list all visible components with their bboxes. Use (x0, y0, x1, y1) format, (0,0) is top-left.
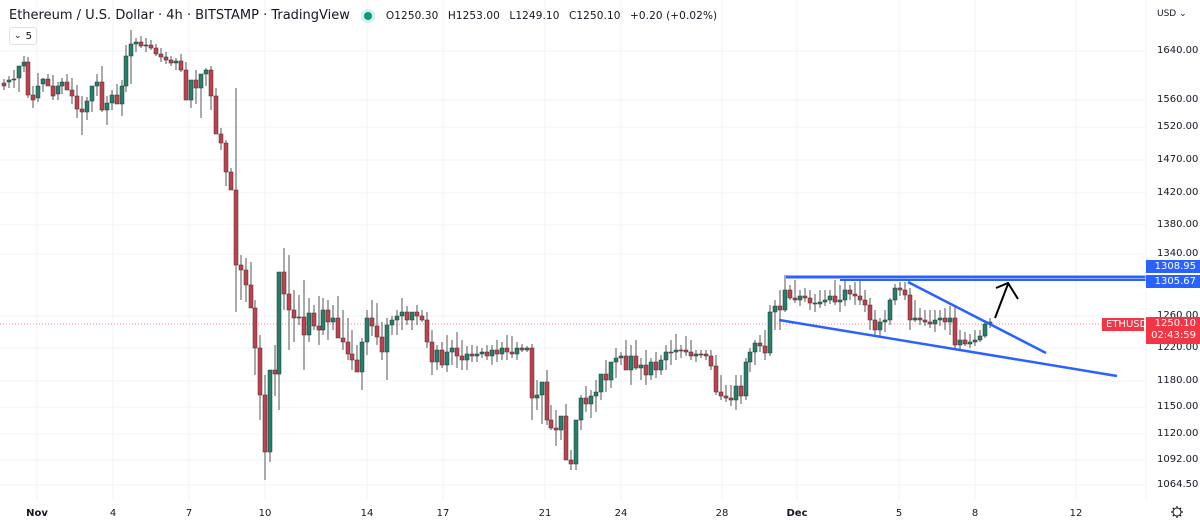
price-tick-label: 1420.00 (1157, 187, 1199, 198)
level-tag-1305: 1305.67 (1146, 275, 1200, 288)
price-tick-label: 1120.00 (1157, 428, 1199, 439)
price-tick-label: 1150.00 (1157, 401, 1199, 412)
gear-icon[interactable] (1170, 505, 1184, 519)
close-value: C1250.10 (568, 9, 621, 22)
time-tick-label: Dec (786, 508, 808, 519)
candles (1, 30, 993, 480)
price-tick-label: 1470.00 (1157, 154, 1199, 165)
time-tick-label: 7 (185, 508, 193, 519)
time-tick-label: 21 (538, 508, 552, 519)
price-tick-label: 1180.00 (1157, 375, 1199, 386)
wedge-upper-trendline (907, 280, 1047, 355)
price-tick-label: 1260.00 (1157, 310, 1199, 321)
time-tick-label: 14 (360, 508, 374, 519)
arrow-head-icon (995, 281, 1019, 300)
wedge-lower-trendline (778, 318, 1118, 378)
level-tag-1308: 1308.95 (1146, 260, 1200, 273)
breakout-arrow (994, 283, 1009, 319)
high-value: H1253.00 (447, 9, 500, 22)
price-tick-label: 1520.00 (1157, 121, 1199, 132)
open-value: O1250.30 (385, 9, 439, 22)
time-tick-label: 17 (436, 508, 450, 519)
symbol-title[interactable]: Ethereum / U.S. Dollar · 4h · BITSTAMP ·… (9, 8, 350, 23)
price-tick-label: 1380.00 (1157, 219, 1199, 230)
time-tick-label: 28 (715, 508, 729, 519)
time-tick-label: 12 (1069, 508, 1083, 519)
time-tick-label: 24 (614, 508, 628, 519)
low-value: L1249.10 (509, 9, 560, 22)
change-value: +0.20 (+0.02%) (629, 9, 718, 22)
time-tick-label: 5 (895, 508, 903, 519)
price-tick-label: 1340.00 (1157, 248, 1199, 259)
time-tick-label: Nov (26, 508, 48, 519)
last-price-tag: 1250.10 02:43:59 (1146, 317, 1200, 344)
chevron-down-icon: ⌄ (14, 31, 22, 41)
chart-grid (0, 0, 1146, 500)
symbol-tag: ETHUSD (1102, 318, 1147, 331)
currency-selector[interactable]: USD ⌄ (1157, 9, 1187, 19)
indicators-collapse-button[interactable]: ⌄ 5 (9, 27, 37, 45)
time-tick-label: 8 (971, 508, 979, 519)
price-tick-label: 1640.00 (1157, 45, 1199, 56)
drawings (778, 275, 1146, 378)
time-tick-label: 10 (258, 508, 272, 519)
indicator-count: 5 (25, 30, 32, 42)
price-tick-label: 1092.00 (1157, 454, 1199, 465)
chart-legend: Ethereum / U.S. Dollar · 4h · BITSTAMP ·… (9, 8, 723, 23)
bar-countdown: 02:43:59 (1151, 330, 1196, 341)
last-price: 1250.10 (1154, 318, 1196, 329)
time-tick-label: 4 (109, 508, 117, 519)
price-tick-label: 1220.00 (1157, 342, 1199, 353)
ohlc-values: O1250.30 H1253.00 L1249.10 C1250.10 +0.2… (386, 10, 723, 22)
price-tick-label: 1560.00 (1157, 94, 1199, 105)
price-tick-label: 1064.50 (1157, 479, 1199, 490)
market-status-dot (363, 11, 372, 20)
